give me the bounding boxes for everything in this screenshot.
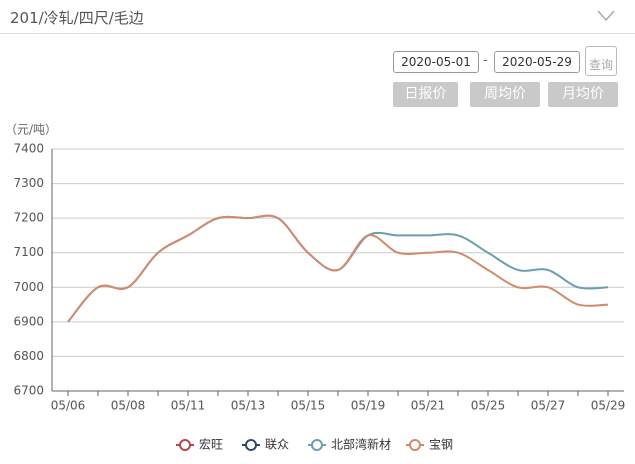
monthly-button[interactable]: 月均价 xyxy=(548,82,618,107)
legend-label: 宝钢 xyxy=(429,438,453,452)
legend-label: 宏旺 xyxy=(199,437,223,452)
x-tick-label: 05/29 xyxy=(591,399,626,413)
header: 201/冷轧/四尺/毛边 xyxy=(0,0,635,34)
x-tick-label: 05/21 xyxy=(411,399,446,413)
x-tick-label: 05/25 xyxy=(471,399,506,413)
x-tick-label: 05/13 xyxy=(231,399,266,413)
series-line xyxy=(67,214,609,323)
header-title: 201/冷轧/四尺/毛边 xyxy=(10,9,144,27)
legend-label: 北部湾新材 xyxy=(331,437,391,452)
x-tick-label: 05/06 xyxy=(51,399,86,413)
series-line xyxy=(67,214,609,323)
y-tick-label: 6700 xyxy=(13,384,44,398)
legend-marker xyxy=(311,439,323,451)
y-tick-label: 7000 xyxy=(13,280,44,294)
y-tick-label: 7100 xyxy=(13,245,44,259)
chevron[interactable] xyxy=(596,9,616,23)
query-button[interactable]: 查询 xyxy=(585,46,617,76)
end-date[interactable]: 2020-05-29 xyxy=(494,51,580,73)
x-tick-label: 05/08 xyxy=(111,399,146,413)
x-tick-label: 05/27 xyxy=(531,399,566,413)
separator: - xyxy=(483,53,488,68)
weekly-button[interactable]: 周均价 xyxy=(470,82,540,107)
legend-label: 联众 xyxy=(265,438,289,452)
y-tick-label: 6800 xyxy=(13,349,44,363)
legend-marker xyxy=(179,439,191,451)
y-tick-label: 7200 xyxy=(13,211,44,225)
legend-marker xyxy=(409,439,421,451)
query-label: 查询 xyxy=(588,58,613,72)
daily-button[interactable]: 日报价 xyxy=(393,82,458,107)
y-tick-label: 6900 xyxy=(13,314,44,328)
x-tick-label: 05/11 xyxy=(171,399,206,413)
y-tick-label: 7300 xyxy=(13,176,44,190)
y-axis-label: （元/吨） xyxy=(5,123,57,137)
legend-marker xyxy=(245,439,257,451)
y-tick-label: 7400 xyxy=(13,142,44,156)
start-date[interactable]: 2020-05-01 xyxy=(393,51,479,73)
x-tick-label: 05/19 xyxy=(351,399,386,413)
x-tick-label: 05/15 xyxy=(291,399,326,413)
